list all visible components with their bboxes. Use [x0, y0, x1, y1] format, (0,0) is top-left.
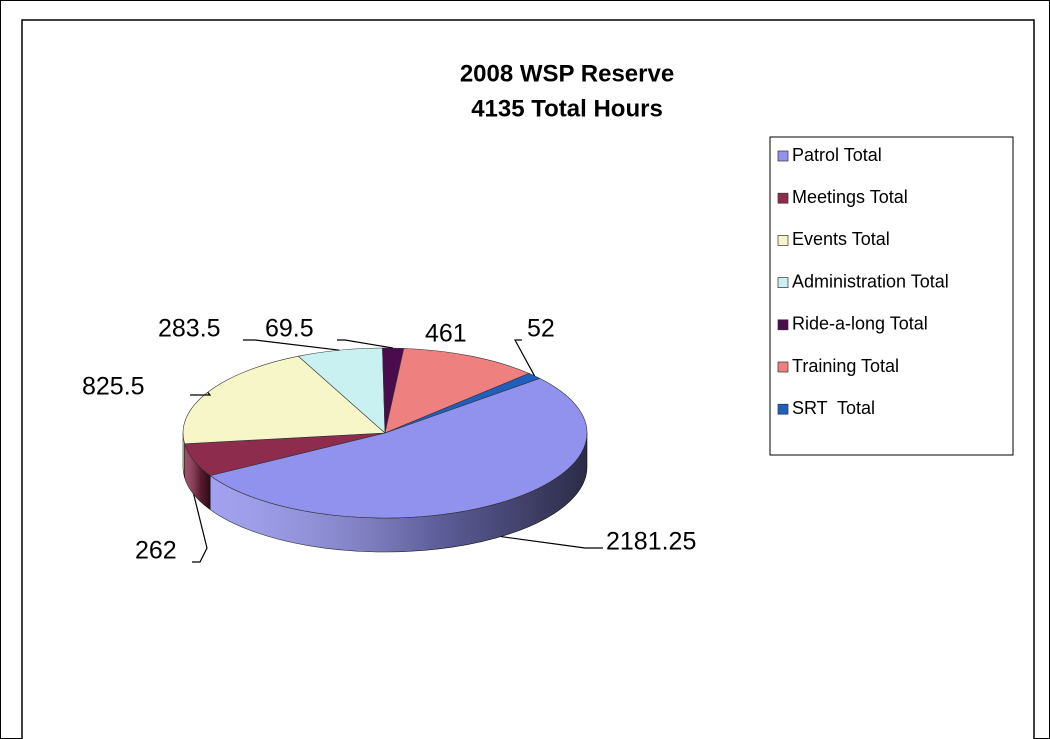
slice-side-shade: [183, 433, 185, 478]
slice: [209, 378, 588, 519]
data-label: 461: [425, 320, 467, 348]
data-label: 825.5: [82, 373, 145, 401]
leader-line: [190, 391, 212, 396]
legend-label: Meetings Total: [792, 187, 908, 207]
chart-title: 2008 WSP Reserve: [460, 60, 674, 87]
legend-swatch: [777, 319, 789, 331]
legend-swatch: [777, 277, 789, 288]
legend-swatch: [777, 361, 789, 373]
legend-swatch: [777, 192, 789, 204]
data-label: 69.5: [265, 315, 314, 343]
slice-side-shade: [184, 443, 211, 510]
legend-box: [769, 136, 1014, 456]
data-label: 283.5: [158, 315, 221, 343]
legend-swatch: [777, 235, 789, 246]
legend-label: Patrol Total: [792, 145, 882, 165]
legend-label: Ride-a-long Total: [792, 314, 928, 334]
legend-swatch: [777, 403, 789, 415]
slice: [182, 355, 386, 445]
leader-line: [192, 494, 208, 563]
slice: [384, 373, 541, 434]
slice-side-shade: [210, 433, 587, 552]
leader-line: [513, 339, 536, 377]
legend-label: Administration Total: [792, 271, 949, 291]
slice: [384, 348, 530, 434]
data-label: 2181.25: [606, 528, 696, 556]
leader-line: [500, 535, 603, 549]
chart-subtitle: 4135 Total Hours: [471, 95, 663, 122]
legend-label: Training Total: [792, 356, 899, 376]
leader-line: [337, 339, 394, 349]
legend-swatch: [777, 150, 789, 162]
data-label: 52: [527, 315, 555, 343]
data-label: 262: [135, 537, 177, 565]
leader-line: [243, 339, 340, 351]
legend-label: SRT Total: [792, 398, 875, 418]
legend-label: Events Total: [792, 229, 890, 249]
